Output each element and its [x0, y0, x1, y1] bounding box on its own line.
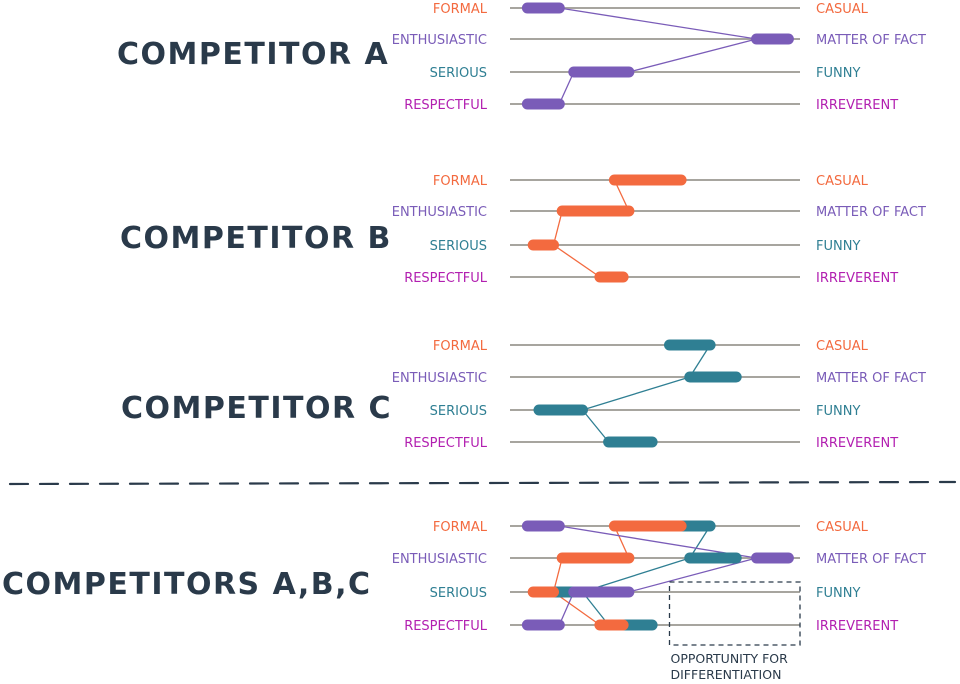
competitor-b-connector — [552, 210, 563, 246]
competitor-a-connector — [559, 7, 757, 40]
scale-left-label: ENTHUSIASTIC — [392, 552, 487, 567]
scale-right-label: FUNNY — [816, 404, 860, 419]
competitor-a-connector — [628, 557, 757, 593]
competitor-c-connector — [582, 557, 690, 593]
opportunity-box — [668, 581, 801, 646]
scale-left-label: RESPECTFUL — [404, 436, 488, 451]
panel-1: COMPETITOR A FORMAL CASUAL ENTHUSIASTIC MATT… — [117, 2, 926, 113]
competitor-a-connector — [558, 71, 575, 105]
competitor-c-connector — [581, 409, 610, 443]
scale-left-label: RESPECTFUL — [404, 619, 488, 634]
panel-title: COMPETITOR B — [120, 221, 392, 256]
competitor-a-connector — [628, 38, 757, 73]
scale-right-label: MATTER OF FACT — [816, 33, 926, 48]
scale-right-label: CASUAL — [816, 339, 869, 354]
panel-title: COMPETITOR C — [121, 391, 392, 426]
scale-right-label: CASUAL — [816, 520, 869, 535]
panel-title: COMPETITORS A,B,C — [2, 567, 372, 602]
panels-layer: COMPETITOR A FORMAL CASUAL ENTHUSIASTIC MATT… — [2, 2, 926, 682]
scale-left-label: ENTHUSIASTIC — [392, 371, 487, 386]
competitor-b-connector — [552, 557, 563, 593]
scale-right-label: IRREVERENT — [816, 271, 898, 286]
scale-right-label: FUNNY — [816, 66, 860, 81]
scale-right-label: MATTER OF FACT — [816, 371, 926, 386]
scale-right-label: FUNNY — [816, 239, 860, 254]
scale-left-label: FORMAL — [433, 520, 488, 535]
scale-right-label: IRREVERENT — [816, 436, 898, 451]
panel-2: COMPETITOR B FORMAL CASUAL ENTHUSIASTIC MATT… — [120, 174, 926, 286]
panel-separator-dashed-line — [8, 480, 957, 486]
scale-right-label: IRREVERENT — [816, 619, 898, 634]
scale-right-label: CASUAL — [816, 174, 869, 189]
scale-left-label: SERIOUS — [430, 239, 487, 254]
scale-left-label: ENTHUSIASTIC — [392, 33, 487, 48]
opportunity-label: OPPORTUNITY FOR — [671, 651, 789, 666]
scale-right-label: FUNNY — [816, 586, 860, 601]
panel-3: COMPETITOR C FORMAL CASUAL ENTHUSIASTIC MATT… — [121, 339, 926, 451]
panel-4: COMPETITORS A,B,C FORMAL CASUAL ENTHUSIASTI… — [2, 520, 926, 682]
scale-left-label: FORMAL — [433, 174, 488, 189]
opportunity-label: DIFFERENTIATION — [671, 667, 782, 682]
competitor-b-connector — [553, 244, 601, 278]
scale-left-label: FORMAL — [433, 339, 488, 354]
scale-left-label: FORMAL — [433, 2, 488, 17]
scale-right-label: IRREVERENT — [816, 98, 898, 113]
scale-right-label: CASUAL — [816, 2, 869, 17]
scale-left-label: RESPECTFUL — [404, 271, 488, 286]
scale-left-label: SERIOUS — [430, 66, 487, 81]
panel-title: COMPETITOR A — [117, 37, 389, 72]
scale-left-label: SERIOUS — [430, 404, 487, 419]
scale-left-label: SERIOUS — [430, 586, 487, 601]
scale-right-label: MATTER OF FACT — [816, 552, 926, 567]
scale-left-label: ENTHUSIASTIC — [392, 205, 487, 220]
scale-right-label: MATTER OF FACT — [816, 205, 926, 220]
competitor-c-connector — [582, 376, 690, 411]
scale-left-label: RESPECTFUL — [404, 98, 488, 113]
